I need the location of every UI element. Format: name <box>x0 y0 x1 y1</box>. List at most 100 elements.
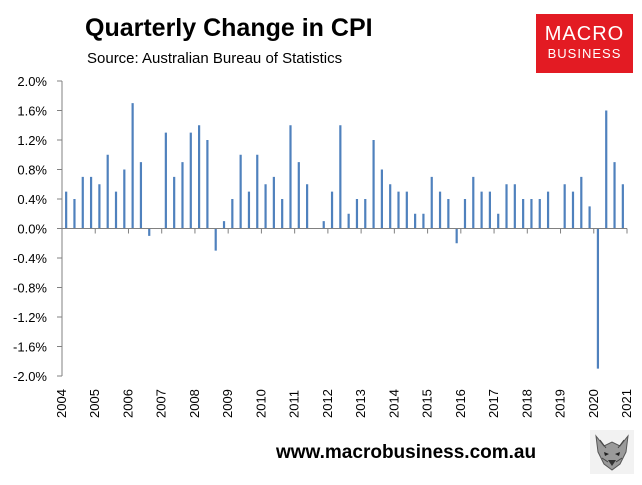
bar <box>472 176 475 229</box>
x-tick-label: 2016 <box>453 389 468 418</box>
bar <box>596 228 600 369</box>
bar <box>173 176 176 229</box>
bar <box>422 213 425 229</box>
bar <box>571 191 575 229</box>
bar <box>339 125 342 229</box>
y-tick-label: 1.2% <box>17 133 47 148</box>
bar <box>463 199 467 229</box>
y-tick-label: 0.0% <box>17 222 47 237</box>
bar <box>281 199 284 229</box>
x-tick-label: 2007 <box>154 389 169 418</box>
x-tick-label: 2004 <box>54 389 69 418</box>
bar <box>272 176 275 229</box>
bar <box>65 191 68 229</box>
y-tick-label: 0.8% <box>17 163 47 178</box>
bar <box>131 103 134 229</box>
x-tick-label: 2013 <box>353 389 368 418</box>
bar <box>355 199 359 229</box>
y-tick-label: -0.8% <box>13 281 47 296</box>
x-tick-label: 2009 <box>220 389 235 418</box>
bar <box>613 162 616 229</box>
x-tick-label: 2006 <box>120 389 135 418</box>
bar <box>497 213 500 229</box>
bar <box>214 228 217 251</box>
x-tick-label: 2017 <box>486 389 501 418</box>
bar <box>297 162 300 229</box>
bar <box>513 184 516 229</box>
x-tick-label: 2011 <box>287 390 302 418</box>
logo-line-1: MACRO <box>544 23 625 45</box>
x-tick-label: 2021 <box>619 389 634 418</box>
y-tick-label: 0.4% <box>17 192 47 207</box>
bar <box>347 213 350 229</box>
chart-subtitle: Source: Australian Bureau of Statistics <box>87 50 343 67</box>
bar <box>505 184 508 229</box>
bar <box>98 184 101 229</box>
y-tick-label: 2.0% <box>17 74 47 89</box>
bar <box>546 191 550 229</box>
bar <box>580 176 583 229</box>
bar <box>447 199 450 229</box>
bar <box>488 191 491 229</box>
axes <box>57 80 628 377</box>
bar <box>148 228 151 236</box>
bar <box>206 140 209 229</box>
chart-title: Quarterly Change in CPI <box>85 14 373 42</box>
bar <box>164 132 167 229</box>
x-tick-label: 2018 <box>519 389 534 418</box>
bar <box>380 169 383 229</box>
bar <box>123 169 126 229</box>
y-axis-ticks: 2.0% 1.6% 1.2% 0.8% 0.4% 0.0% -0.4% -0.8% -1.2% -… <box>13 74 47 384</box>
y-tick-label: -0.4% <box>13 251 47 266</box>
bar <box>389 184 392 229</box>
bar <box>239 154 242 229</box>
bar <box>181 162 184 229</box>
bar <box>405 191 408 229</box>
bar <box>247 191 251 229</box>
bar <box>198 125 201 229</box>
x-tick-label: 2005 <box>87 389 102 418</box>
x-tick-label: 2020 <box>586 389 601 418</box>
footer-url: www.macrobusiness.com.au <box>276 442 537 463</box>
x-tick-label: 2014 <box>386 389 401 418</box>
bar <box>89 176 93 229</box>
bar <box>480 191 483 229</box>
bar <box>414 213 417 229</box>
bar <box>605 110 608 229</box>
bar <box>139 162 143 229</box>
y-tick-label: -1.6% <box>13 340 47 355</box>
bar-series <box>65 103 624 369</box>
bar <box>588 206 591 229</box>
bar <box>222 221 226 229</box>
bar <box>289 125 292 229</box>
bar <box>114 191 118 229</box>
bar <box>364 199 367 229</box>
bar <box>563 184 566 229</box>
x-tick-label: 2010 <box>253 389 268 418</box>
bar <box>322 221 325 229</box>
bar <box>306 184 309 229</box>
bar <box>231 199 234 229</box>
logo-line-2: BUSINESS <box>547 46 622 61</box>
x-tick-label: 2015 <box>420 389 435 418</box>
x-tick-label: 2012 <box>320 389 335 418</box>
bar <box>106 154 109 229</box>
bar <box>538 199 541 229</box>
bar <box>455 228 458 244</box>
macrobusiness-logo: MACRO BUSINESS <box>536 14 633 73</box>
cpi-bar-chart: 2.0% 1.6% 1.2% 0.8% 0.4% 0.0% -0.4% -0.8% -1.2% -… <box>13 74 634 418</box>
bar <box>438 191 442 229</box>
bar <box>81 176 84 229</box>
bar <box>621 184 624 229</box>
bar <box>264 184 267 229</box>
bar <box>372 140 375 229</box>
wolf-icon <box>590 430 634 474</box>
bar <box>430 176 433 229</box>
bar <box>256 154 259 229</box>
bar <box>530 199 533 229</box>
bar <box>189 132 192 229</box>
y-tick-label: -2.0% <box>13 369 47 384</box>
bar <box>397 191 400 229</box>
x-axis-ticks: 2004 2005 2006 2007 2008 2009 2010 2011 2012 2013… <box>54 389 634 418</box>
x-tick-label: 2019 <box>553 389 568 418</box>
